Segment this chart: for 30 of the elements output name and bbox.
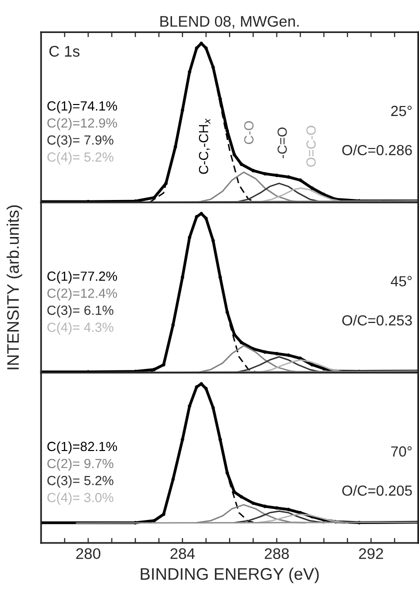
x-tick-label: 288 — [264, 548, 289, 560]
annotation: 25° — [391, 106, 412, 116]
annotation: C(3)= 5.2% — [47, 476, 114, 488]
x-tick-label: 280 — [76, 548, 100, 560]
annotation: 45° — [390, 276, 412, 286]
annotation: C(1)=82.1% — [47, 441, 118, 454]
annotation: C(3)= 7.9% — [47, 135, 114, 148]
annotation: C(4)= 5.2% — [47, 152, 114, 164]
annotation: C-C,-CH$_{x}$ — [198, 118, 210, 174]
annotation: -C=O — [278, 128, 287, 158]
annotation: C(3)= 6.1% — [47, 305, 114, 318]
annotation: C(4)= 4.3% — [47, 322, 114, 335]
x-tick-label: 292 — [359, 548, 384, 560]
annotation: C(2)=12.9% — [47, 118, 118, 130]
annotation: C 1s — [49, 46, 80, 57]
annotation: C(1)=77.2% — [47, 271, 118, 284]
annotation: C-O — [244, 121, 254, 144]
chart-title: BLEND 08, MWGen. — [160, 16, 299, 29]
annotation: O/C=0.205 — [342, 485, 412, 496]
annotation: C(2)=12.4% — [47, 288, 118, 301]
annotation: O=C-O — [306, 126, 316, 167]
annotation: C(1)=74.1% — [47, 100, 118, 114]
annotation: 70° — [391, 446, 412, 457]
annotation: C(2)= 9.7% — [47, 458, 114, 471]
annotation: O/C=0.253 — [342, 314, 412, 326]
x-axis-title: BINDING ENERGY (eV) — [140, 568, 319, 584]
y-axis-title: INTENSITY (arb.units) — [6, 205, 22, 370]
x-tick-label: 284 — [170, 548, 195, 560]
annotation: O/C=0.286 — [342, 144, 412, 156]
annotation: C(4)= 3.0% — [47, 492, 114, 505]
